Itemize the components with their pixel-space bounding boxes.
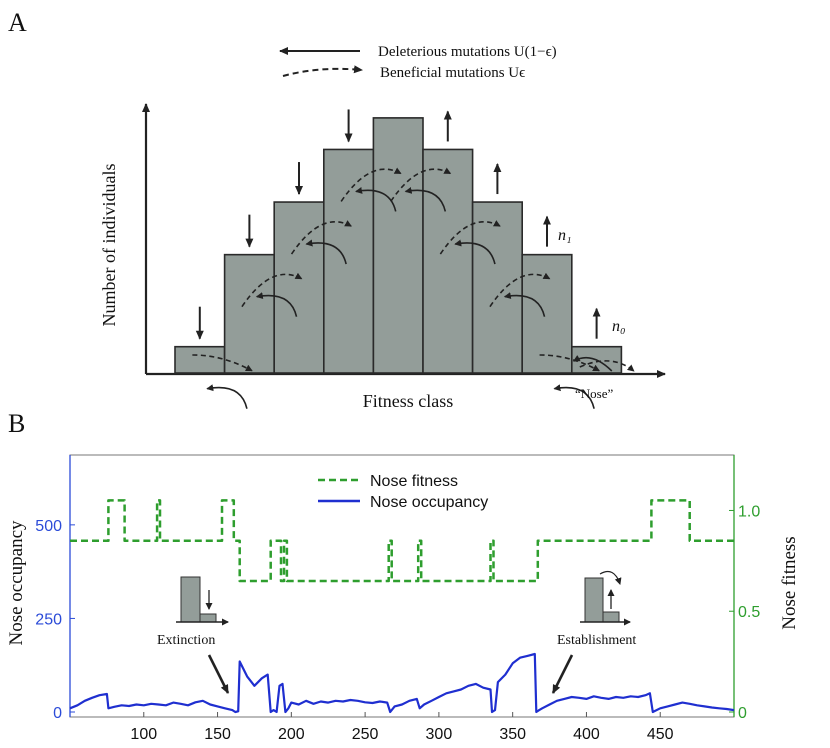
nose-return-arrow: [572, 355, 613, 372]
y-right-tick-label: 1.0: [738, 503, 760, 520]
histogram-bar: [322, 148, 375, 374]
panel-a-label: A: [8, 8, 27, 37]
beneficial-mutation-arrow: [192, 354, 253, 372]
legend-nose-fitness-label: Nose fitness: [370, 473, 458, 490]
beneficial-mutation-arrow: [489, 272, 551, 308]
legend-deleterious-label: Deleterious mutations U(1−ϵ): [378, 44, 557, 60]
establishment-inset: Establishment: [551, 571, 636, 694]
panel-a-mutation-arrows: [192, 167, 635, 409]
histogram-bar: [372, 117, 424, 374]
beneficial-mutation-arrow: [241, 272, 303, 308]
legend-nose-occupancy-label: Nose occupancy: [370, 494, 488, 511]
histogram-bar: [223, 253, 276, 374]
y-left-tick-label: 0: [53, 705, 62, 722]
panel-b-ylabel-right: Nose fitness: [779, 536, 800, 629]
establishment-label: Establishment: [557, 633, 636, 648]
extinction-bar-short: [199, 613, 217, 623]
deleterious-mutation-arrow: [503, 292, 546, 317]
x-tick-label: 400: [573, 726, 600, 743]
histogram-bar: [273, 201, 325, 374]
extinction-inset: Extinction: [157, 576, 230, 694]
nose-occupancy-line: [69, 652, 735, 714]
deleterious-mutation-arrow: [305, 239, 347, 265]
panel-a-legend: Deleterious mutations U(1−ϵ) Beneficial …: [279, 44, 557, 81]
establishment-bar-tall: [584, 577, 604, 623]
x-tick-label: 200: [278, 726, 305, 743]
n1-label: n₁: [558, 227, 572, 244]
beneficial-mutation-arrow: [390, 167, 452, 202]
panel-b-legend: Nose fitness Nose occupancy: [318, 473, 488, 511]
nose-label: “Nose”: [575, 386, 613, 401]
extinction-bar-tall: [180, 576, 201, 623]
panel-b-ticks: 100 150 200 250 300 350 400 450 0 250 500 0 0.5 1.0: [35, 503, 760, 743]
x-tick-label: 350: [499, 726, 526, 743]
legend-beneficial-label: Beneficial mutations Uϵ: [380, 65, 525, 81]
nose-fitness-line: [70, 499, 734, 583]
y-left-tick-label: 500: [35, 518, 62, 535]
y-right-tick-label: 0: [738, 705, 747, 722]
nose-outflow-arrow: [579, 360, 635, 372]
histogram-bar: [521, 253, 573, 374]
establishment-pointer-arrow: [551, 654, 574, 694]
establishment-curved-arrow: [599, 571, 622, 585]
y-right-tick-label: 0.5: [738, 604, 760, 621]
histogram-bar: [422, 148, 474, 374]
panel-b-ylabel-left: Nose occupancy: [6, 520, 27, 646]
panel-a-ylabel: Number of individuals: [99, 164, 119, 327]
x-tick-label: 250: [352, 726, 379, 743]
extinction-label: Extinction: [157, 633, 215, 648]
y-left-tick-label: 250: [35, 611, 62, 628]
beneficial-mutation-arrow: [539, 354, 600, 372]
panel-b-label: B: [8, 409, 25, 438]
x-tick-label: 150: [204, 726, 231, 743]
panel-b-series: [69, 499, 735, 714]
extinction-pointer-arrow: [207, 654, 230, 694]
legend-beneficial-arrow: [282, 65, 363, 77]
beneficial-mutation-arrow: [340, 167, 402, 202]
x-tick-label: 300: [426, 726, 453, 743]
deleterious-mutation-arrow: [355, 186, 397, 212]
deleterious-mutation-arrow: [255, 292, 298, 317]
beneficial-mutation-arrow: [290, 220, 352, 255]
x-tick-label: 450: [647, 726, 674, 743]
deleterious-mutation-arrow: [553, 384, 595, 409]
deleterious-mutation-arrow: [206, 384, 248, 409]
panel-a-vertical-arrows: [195, 109, 601, 340]
n0-label: n₀: [612, 318, 626, 335]
histogram-bar: [471, 201, 524, 374]
x-tick-label: 100: [130, 726, 157, 743]
beneficial-mutation-arrow: [439, 220, 501, 255]
panel-a-bars: [174, 117, 623, 374]
deleterious-mutation-arrow: [404, 186, 447, 212]
establishment-bar-short: [602, 611, 620, 623]
deleterious-mutation-arrow: [454, 239, 496, 265]
panel-a-xlabel: Fitness class: [363, 391, 454, 411]
histogram-bar: [174, 345, 226, 374]
